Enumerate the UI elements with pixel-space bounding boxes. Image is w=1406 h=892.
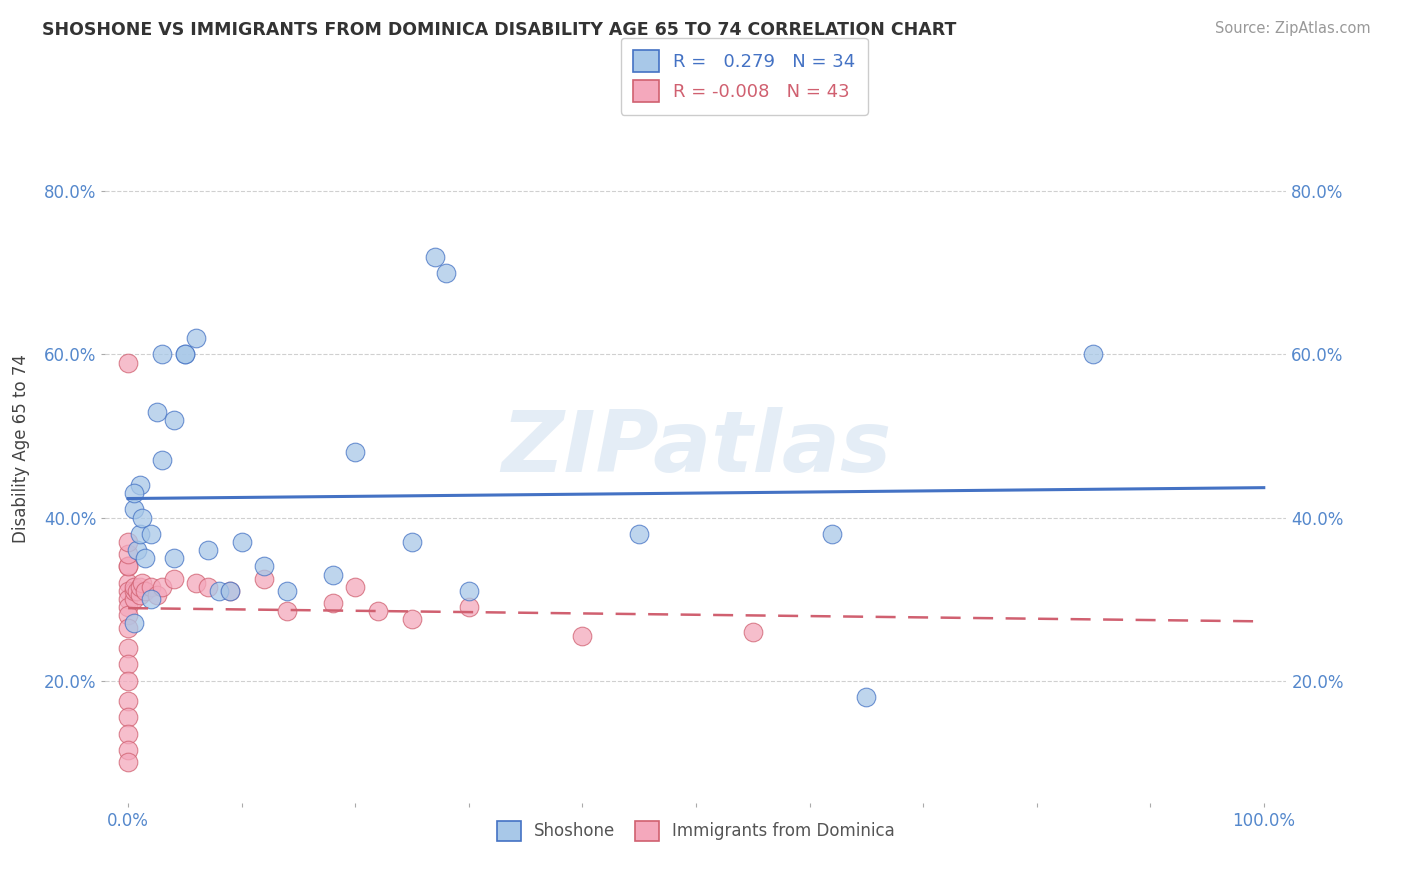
Point bbox=[145, 588, 167, 602]
Point bbox=[139, 526, 162, 541]
Point bbox=[128, 588, 150, 602]
Point bbox=[117, 673, 139, 688]
Point bbox=[117, 694, 139, 708]
Point bbox=[117, 547, 139, 561]
Point bbox=[134, 551, 156, 566]
Text: Source: ZipAtlas.com: Source: ZipAtlas.com bbox=[1215, 21, 1371, 37]
Point bbox=[122, 583, 145, 598]
Point bbox=[122, 580, 145, 594]
Point bbox=[117, 559, 139, 574]
Point bbox=[219, 583, 242, 598]
Point bbox=[276, 604, 298, 618]
Point bbox=[117, 600, 139, 615]
Point bbox=[162, 551, 184, 566]
Point bbox=[231, 535, 253, 549]
Point bbox=[128, 580, 150, 594]
Point bbox=[174, 347, 197, 361]
Point bbox=[1083, 347, 1105, 361]
Point bbox=[162, 572, 184, 586]
Point bbox=[208, 583, 231, 598]
Point bbox=[401, 535, 423, 549]
Point bbox=[150, 347, 173, 361]
Point bbox=[186, 331, 208, 345]
Point bbox=[628, 526, 651, 541]
Point bbox=[131, 510, 153, 524]
Y-axis label: Disability Age 65 to 74: Disability Age 65 to 74 bbox=[13, 354, 30, 542]
Point bbox=[741, 624, 763, 639]
Point bbox=[457, 600, 479, 615]
Point bbox=[139, 592, 162, 607]
Point bbox=[117, 755, 139, 769]
Point bbox=[128, 526, 150, 541]
Point bbox=[117, 356, 139, 370]
Point bbox=[855, 690, 877, 704]
Point bbox=[117, 710, 139, 724]
Point bbox=[253, 572, 276, 586]
Point bbox=[122, 592, 145, 607]
Point bbox=[821, 526, 844, 541]
Point bbox=[139, 580, 162, 594]
Point bbox=[457, 583, 479, 598]
Text: SHOSHONE VS IMMIGRANTS FROM DOMINICA DISABILITY AGE 65 TO 74 CORRELATION CHART: SHOSHONE VS IMMIGRANTS FROM DOMINICA DIS… bbox=[42, 21, 956, 39]
Point bbox=[117, 640, 139, 655]
Point bbox=[127, 543, 149, 558]
Point bbox=[117, 621, 139, 635]
Point bbox=[219, 583, 242, 598]
Point bbox=[131, 575, 153, 590]
Point bbox=[117, 575, 139, 590]
Point bbox=[253, 559, 276, 574]
Text: ZIPatlas: ZIPatlas bbox=[501, 407, 891, 490]
Point bbox=[117, 535, 139, 549]
Point bbox=[322, 567, 344, 582]
Point bbox=[117, 657, 139, 672]
Point bbox=[186, 575, 208, 590]
Point bbox=[127, 583, 149, 598]
Point bbox=[134, 583, 156, 598]
Point bbox=[571, 629, 593, 643]
Point bbox=[423, 250, 446, 264]
Point bbox=[162, 413, 184, 427]
Point bbox=[145, 404, 167, 418]
Point bbox=[122, 616, 145, 631]
Point bbox=[117, 743, 139, 757]
Point bbox=[401, 612, 423, 626]
Point bbox=[122, 486, 145, 500]
Legend: Shoshone, Immigrants from Dominica: Shoshone, Immigrants from Dominica bbox=[491, 814, 901, 847]
Point bbox=[197, 543, 219, 558]
Point bbox=[122, 502, 145, 516]
Point bbox=[322, 596, 344, 610]
Point bbox=[117, 583, 139, 598]
Point bbox=[150, 453, 173, 467]
Point bbox=[174, 347, 197, 361]
Point bbox=[434, 266, 457, 280]
Point bbox=[150, 580, 173, 594]
Point bbox=[128, 478, 150, 492]
Point bbox=[117, 726, 139, 740]
Point bbox=[117, 608, 139, 623]
Point bbox=[344, 580, 367, 594]
Point bbox=[117, 559, 139, 574]
Point bbox=[276, 583, 298, 598]
Point bbox=[367, 604, 389, 618]
Point bbox=[344, 445, 367, 459]
Point bbox=[197, 580, 219, 594]
Point bbox=[117, 592, 139, 607]
